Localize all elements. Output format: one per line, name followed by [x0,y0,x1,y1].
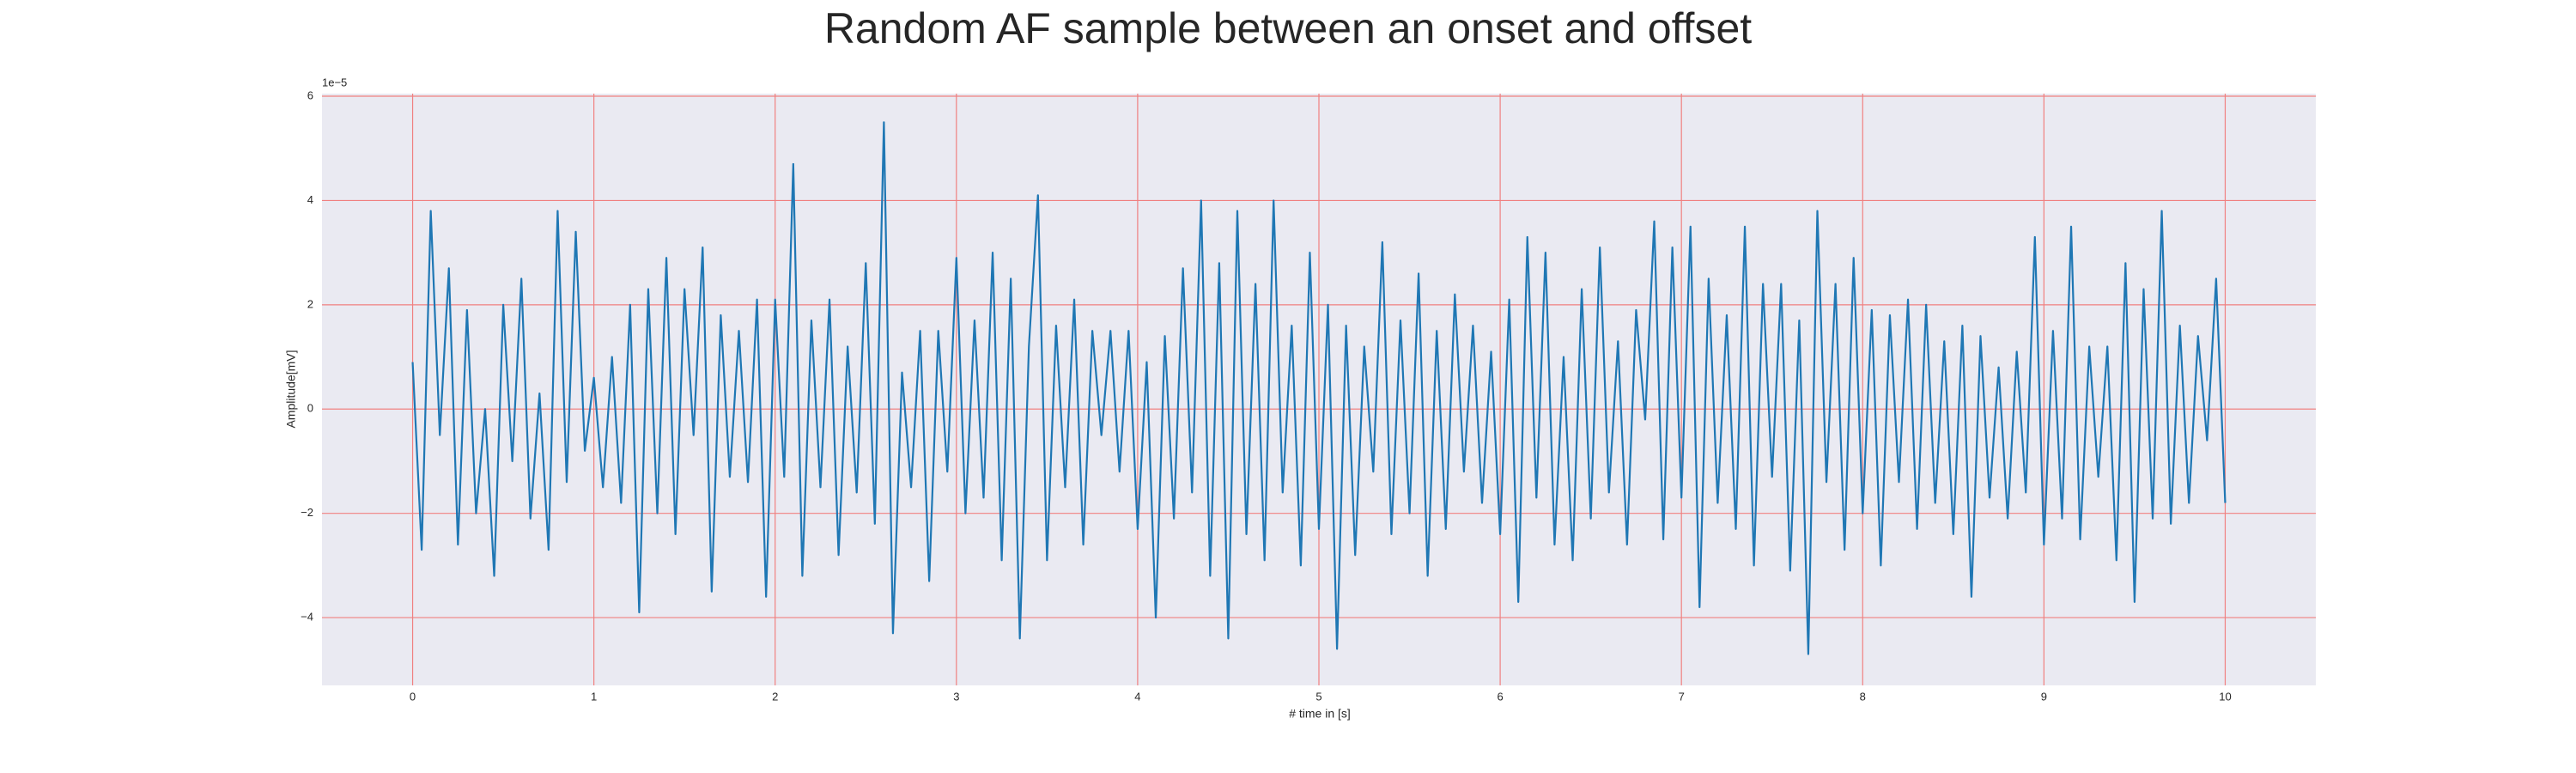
x-tick-label: 6 [1497,690,1503,703]
x-tick-label: 1 [591,690,597,703]
x-tick-label: 3 [953,690,959,703]
chart-title: Random AF sample between an onset and of… [824,4,1752,52]
x-axis-label: # time in [s] [1289,707,1351,721]
y-axis-label: Amplitude[mV] [284,350,298,428]
y-tick-label: 0 [307,402,313,415]
x-tick-label: 2 [772,690,778,703]
x-tick-label: 8 [1860,690,1866,703]
x-tick-label: 7 [1679,690,1685,703]
y-tick-label: −4 [301,611,313,624]
x-tick-label: 10 [2219,690,2231,703]
x-tick-label: 4 [1134,690,1140,703]
data-line [411,121,2227,655]
x-tick-label: 0 [410,690,416,703]
x-tick-label: 9 [2041,690,2047,703]
y-tick-label: 6 [307,88,313,101]
x-tick-label: 5 [1315,690,1321,703]
y-tick-label: 2 [307,297,313,310]
y-tick-label: 4 [307,193,313,206]
offset-text: 1e−5 [322,76,347,88]
y-tick-label: −2 [301,506,313,519]
